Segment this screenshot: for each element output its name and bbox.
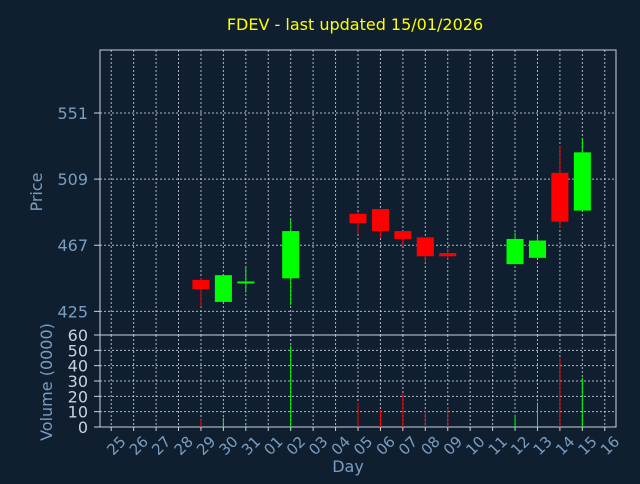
candle-body — [506, 238, 524, 265]
price-tick-label: 509 — [57, 170, 88, 189]
candle-15 — [573, 138, 591, 211]
candle-06 — [371, 209, 389, 238]
candle-body — [237, 281, 255, 284]
candle-body — [371, 209, 389, 232]
volume-tick-label: 0 — [78, 418, 88, 437]
candle-body — [394, 231, 412, 239]
candle-body — [551, 172, 569, 222]
volume-tick-label: 30 — [68, 372, 88, 391]
volume-tick-label: 20 — [68, 387, 88, 406]
candle-body — [282, 231, 300, 279]
candle-07 — [394, 231, 412, 246]
chart-title: FDEV - last updated 15/01/2026 — [227, 15, 483, 34]
candle-02 — [282, 220, 300, 306]
price-tick-label: 551 — [57, 104, 88, 123]
candle-body — [528, 240, 547, 258]
candle-body — [416, 237, 434, 257]
candle-08 — [416, 237, 434, 263]
candle-12 — [506, 232, 524, 265]
volume-tick-label: 10 — [68, 403, 88, 422]
candles — [192, 138, 591, 307]
volume-axis-label: Volume (0000) — [37, 323, 56, 441]
volume-bars — [200, 345, 583, 427]
candle-body — [214, 275, 232, 302]
price-tick-label: 425 — [57, 302, 88, 321]
candle-31 — [237, 267, 255, 293]
candle-09 — [439, 248, 457, 260]
candle-30 — [214, 275, 232, 302]
candle-13 — [528, 235, 547, 258]
volume-tick-label: 40 — [68, 357, 88, 376]
candle-14 — [551, 146, 569, 228]
volume-tick-label: 50 — [68, 341, 88, 360]
candle-05 — [349, 212, 367, 235]
x-axis-label: Day — [332, 457, 364, 476]
candle-body — [439, 253, 457, 257]
volume-tick-label: 60 — [68, 326, 88, 345]
candle-body — [573, 152, 591, 211]
candle-29 — [192, 278, 210, 307]
price-y-axis: 425 467 509 551 — [57, 104, 100, 321]
candle-body — [192, 279, 210, 290]
candle-body — [349, 213, 367, 224]
price-tick-label: 467 — [57, 236, 88, 255]
price-axis-label: Price — [27, 172, 46, 211]
